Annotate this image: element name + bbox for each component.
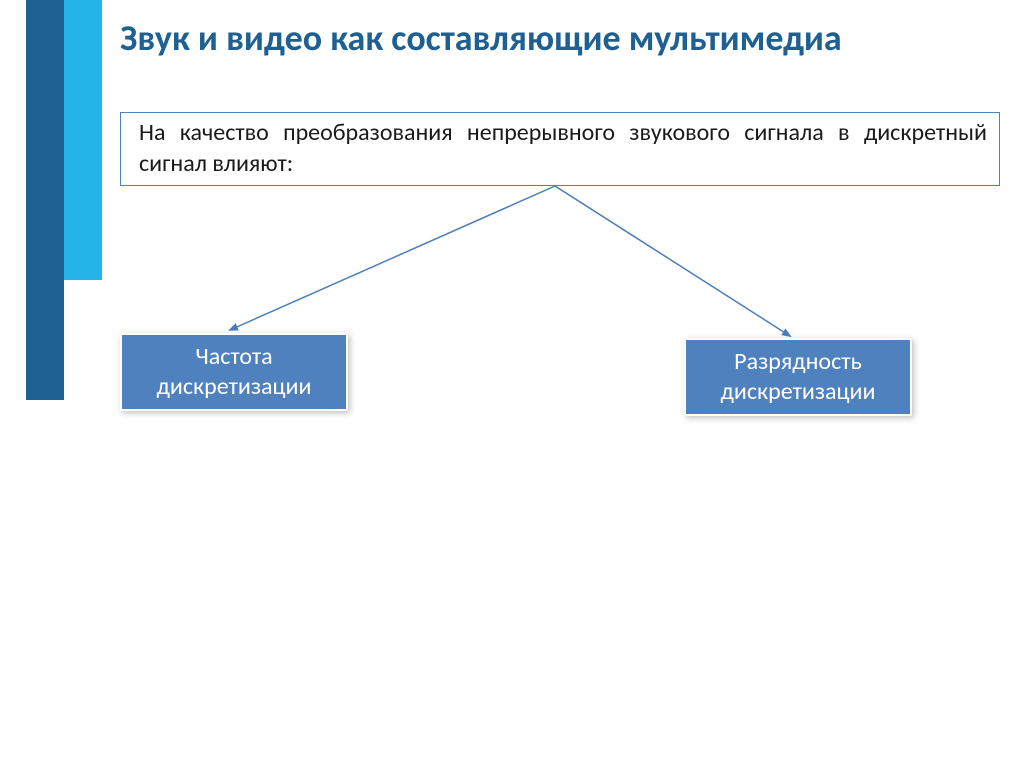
slide-title: Звук и видео как составляющие мультимеди… xyxy=(120,18,970,59)
intro-box: На качество преобразования непрерывного … xyxy=(120,112,1000,186)
accent-bar-dark xyxy=(26,0,64,400)
node-bitdepth-label: Разрядность дискретизации xyxy=(686,347,910,407)
node-frequency: Частота дискретизации xyxy=(120,333,348,411)
accent-bar-light xyxy=(64,0,102,280)
arrow-line xyxy=(555,186,790,336)
arrow-line xyxy=(230,186,555,330)
arrow-group xyxy=(230,186,790,336)
node-bitdepth: Разрядность дискретизации xyxy=(684,338,912,416)
intro-text: На качество преобразования непрерывного … xyxy=(139,118,987,178)
node-frequency-label: Частота дискретизации xyxy=(122,342,346,402)
